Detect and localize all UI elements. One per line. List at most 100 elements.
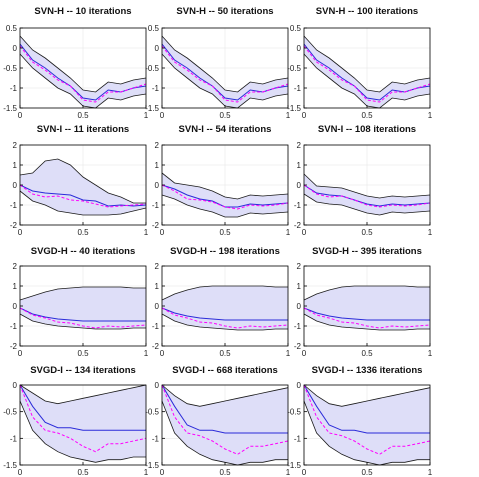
mean-line <box>19 384 146 431</box>
subplot-9: SVGD-H -- 395 iterations 0 0.5 1 2 1 0 -1 -2 <box>294 246 433 358</box>
uncertainty-band <box>162 286 288 330</box>
mean-line <box>303 384 430 434</box>
y-tick-label: -0.5 <box>3 64 17 73</box>
upper-bound-line <box>303 285 430 301</box>
subplot-title: SVN-H -- 10 iterations <box>34 6 131 17</box>
truth-line <box>303 184 431 208</box>
x-tick-label: 0.5 <box>77 111 89 120</box>
x-tick-label: 0 <box>302 468 307 477</box>
y-tick-label: 2 <box>13 262 18 271</box>
upper-bound-line <box>161 35 289 93</box>
y-tick-label: 0 <box>13 44 18 53</box>
subplot-title: SVN-I -- 11 iterations <box>37 124 129 135</box>
subplot-8: SVGD-H -- 198 iterations 0 0.5 1 2 1 0 -1 -2 <box>152 246 291 358</box>
truth-line <box>303 307 431 329</box>
upper-bound-line <box>303 384 431 407</box>
x-tick-label: 0 <box>160 228 165 237</box>
y-tick-label: 1 <box>297 161 302 170</box>
x-tick-label: 1 <box>428 349 433 358</box>
y-tick-label: 0 <box>13 181 18 190</box>
uncertainty-band <box>304 36 430 108</box>
y-tick-label: -1.5 <box>287 461 301 470</box>
y-tick-label: -2 <box>294 221 302 230</box>
mean-line <box>161 307 288 321</box>
subplot-title: SVGD-H -- 40 iterations <box>31 246 136 257</box>
y-tick-label: -1.5 <box>3 461 17 470</box>
x-tick-label: 0.5 <box>77 228 89 237</box>
y-tick-label: 2 <box>155 262 160 271</box>
x-tick-label: 1 <box>286 111 291 120</box>
subplot-12: SVGD-I -- 1336 iterations 0 0.5 1 0 -0.5 -1 -1.… <box>287 365 433 477</box>
y-tick-label: 0 <box>13 381 18 390</box>
y-tick-label: -1 <box>294 322 302 331</box>
x-tick-label: 0 <box>18 111 23 120</box>
lower-bound-line <box>303 313 430 331</box>
x-tick-label: 0.5 <box>361 349 373 358</box>
y-tick-label: 0 <box>297 381 302 390</box>
upper-bound-line <box>303 173 431 199</box>
lower-bound-line <box>19 400 146 463</box>
x-tick-label: 1 <box>144 468 149 477</box>
subplot-title: SVN-I -- 108 iterations <box>318 124 416 135</box>
subplot-title: SVN-H -- 50 iterations <box>176 6 273 17</box>
subplot-title: SVN-H -- 100 iterations <box>316 6 418 17</box>
y-tick-label: 0.5 <box>6 24 18 33</box>
subplot-title: SVGD-I -- 668 iterations <box>172 365 278 376</box>
x-tick-label: 1 <box>144 349 149 358</box>
subplot-5: SVN-I -- 54 iterations 0 0.5 1 2 1 0 -1 -2 <box>152 124 291 237</box>
upper-bound-line <box>19 35 147 93</box>
y-tick-label: -1 <box>152 434 160 443</box>
subplot-title: SVGD-I -- 134 iterations <box>30 365 136 376</box>
truth-line <box>303 384 431 455</box>
y-tick-label: -1 <box>10 84 18 93</box>
subplot-title: SVN-I -- 54 iterations <box>179 124 272 135</box>
y-tick-label: 1 <box>155 282 160 291</box>
y-tick-label: 0 <box>155 181 160 190</box>
truth-line <box>161 45 289 103</box>
y-tick-label: -0.5 <box>3 408 17 417</box>
truth-line <box>161 307 289 329</box>
y-tick-label: 0.5 <box>148 24 160 33</box>
subplot-title: SVGD-H -- 395 iterations <box>312 246 422 257</box>
y-tick-label: -1 <box>294 434 302 443</box>
y-tick-label: -0.5 <box>145 64 159 73</box>
y-tick-label: -1 <box>152 201 160 210</box>
truth-line <box>19 45 147 103</box>
upper-bound-line <box>19 384 147 405</box>
uncertainty-band <box>304 286 430 330</box>
y-tick-label: 0 <box>297 302 302 311</box>
x-tick-label: 1 <box>286 468 291 477</box>
upper-bound-line <box>19 286 146 301</box>
y-tick-label: -1 <box>10 201 18 210</box>
lower-bound-line <box>161 194 289 218</box>
y-tick-label: 0 <box>155 302 160 311</box>
y-tick-label: 1 <box>297 282 302 291</box>
x-tick-label: 1 <box>144 228 149 237</box>
subplot-4: SVN-I -- 11 iterations 0 0.5 1 2 1 0 -1 -2 <box>10 124 149 237</box>
y-tick-label: 2 <box>155 141 160 150</box>
y-tick-label: 1 <box>13 282 18 291</box>
mean-line <box>161 384 288 434</box>
y-tick-label: 0 <box>297 44 302 53</box>
y-tick-label: 0 <box>13 302 18 311</box>
truth-line <box>303 45 431 103</box>
uncertainty-band <box>162 36 288 108</box>
y-tick-label: 2 <box>297 141 302 150</box>
x-tick-label: 0.5 <box>219 349 231 358</box>
y-tick-label: 1 <box>155 161 160 170</box>
x-tick-label: 0.5 <box>77 349 89 358</box>
y-tick-label: -1.5 <box>145 104 159 113</box>
y-tick-label: -2 <box>10 221 18 230</box>
upper-bound-line <box>19 158 146 204</box>
subplot-2: SVN-H -- 50 iterations 0 0.5 1 0.5 0 -0.5 -1 -1.… <box>145 6 291 120</box>
y-tick-label: -1.5 <box>287 104 301 113</box>
upper-bound-line <box>161 384 289 407</box>
y-tick-label: 2 <box>13 141 18 150</box>
y-tick-label: -0.5 <box>145 408 159 417</box>
x-tick-label: 0 <box>160 349 165 358</box>
x-tick-label: 1 <box>428 468 433 477</box>
y-tick-label: -2 <box>294 342 302 351</box>
x-tick-label: 1 <box>286 228 291 237</box>
uncertainty-band <box>20 385 146 463</box>
